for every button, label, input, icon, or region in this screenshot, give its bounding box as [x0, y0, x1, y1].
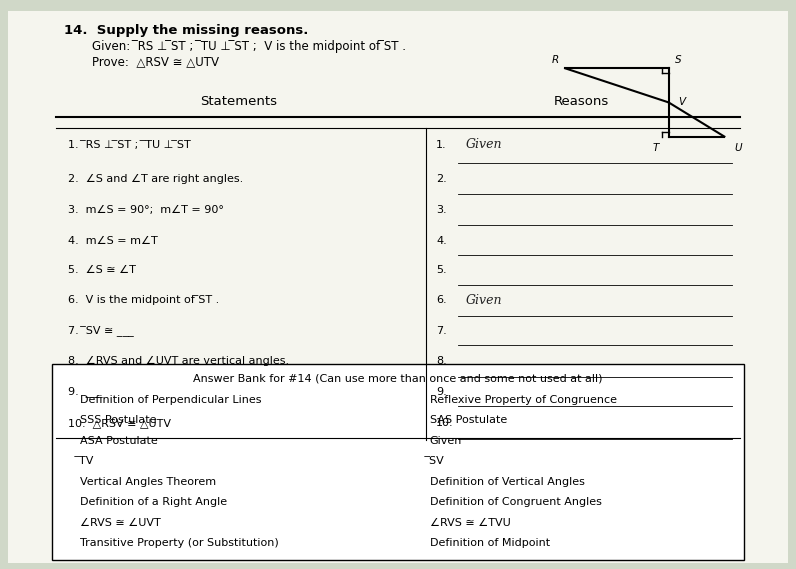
Text: 9.  ___: 9. ___ — [68, 386, 102, 397]
Text: 5.: 5. — [436, 265, 447, 275]
Text: 6.: 6. — [436, 295, 447, 306]
Text: 2.  ∠S and ∠T are right angles.: 2. ∠S and ∠T are right angles. — [68, 174, 243, 184]
Text: Given: Given — [430, 436, 462, 446]
Text: V: V — [678, 97, 685, 108]
Text: Definition of Perpendicular Lines: Definition of Perpendicular Lines — [80, 395, 261, 405]
Text: S: S — [675, 55, 681, 65]
Text: 8.: 8. — [436, 356, 447, 366]
Text: 4.  m∠S = m∠T: 4. m∠S = m∠T — [68, 236, 158, 246]
Text: 7.: 7. — [436, 326, 447, 336]
Text: 1.: 1. — [436, 140, 447, 150]
Text: Definition of Vertical Angles: Definition of Vertical Angles — [430, 477, 585, 487]
Text: 6.  V is the midpoint of ̅ST .: 6. V is the midpoint of ̅ST . — [68, 295, 219, 306]
Text: Given: Given — [466, 138, 502, 151]
Text: R: R — [552, 55, 560, 65]
Text: Definition of a Right Angle: Definition of a Right Angle — [80, 497, 227, 508]
Text: SAS Postulate: SAS Postulate — [430, 415, 507, 426]
Text: Given:  ̅RS ⊥ ̅ST ;  ̅TU ⊥ ̅ST ;  V is the midpoint of ̅ST .: Given: ̅RS ⊥ ̅ST ; ̅TU ⊥ ̅ST ; V is the … — [92, 40, 405, 53]
Text: Prove:  △RSV ≅ △UTV: Prove: △RSV ≅ △UTV — [92, 55, 219, 68]
Text: Transitive Property (or Substitution): Transitive Property (or Substitution) — [80, 538, 279, 549]
Text: Reflexive Property of Congruence: Reflexive Property of Congruence — [430, 395, 617, 405]
Text: SSS Postulate: SSS Postulate — [80, 415, 156, 426]
Text: 10.: 10. — [436, 418, 454, 428]
Text: ∠RVS ≅ ∠UVT: ∠RVS ≅ ∠UVT — [80, 518, 160, 528]
Text: Statements: Statements — [201, 95, 277, 108]
FancyBboxPatch shape — [8, 11, 788, 563]
Text: 5.  ∠S ≅ ∠T: 5. ∠S ≅ ∠T — [68, 265, 135, 275]
Text: Definition of Congruent Angles: Definition of Congruent Angles — [430, 497, 602, 508]
Text: 10.  △RSV ≅ △UTV: 10. △RSV ≅ △UTV — [68, 418, 170, 428]
Text: 4.: 4. — [436, 236, 447, 246]
FancyBboxPatch shape — [52, 364, 744, 560]
Text: 2.: 2. — [436, 174, 447, 184]
Text: 9.: 9. — [436, 387, 447, 397]
Text: Reasons: Reasons — [553, 95, 609, 108]
Text: Vertical Angles Theorem: Vertical Angles Theorem — [80, 477, 216, 487]
Text: Given: Given — [466, 294, 502, 307]
Text: 7.  ̅SV ≅ ___: 7. ̅SV ≅ ___ — [68, 325, 134, 336]
Text: 8.  ∠RVS and ∠UVT are vertical angles.: 8. ∠RVS and ∠UVT are vertical angles. — [68, 356, 289, 366]
Text: ̅SV: ̅SV — [430, 456, 445, 467]
Text: T: T — [653, 143, 659, 154]
Text: 3.  m∠S = 90°;  m∠T = 90°: 3. m∠S = 90°; m∠T = 90° — [68, 205, 224, 215]
Text: 14.  Supply the missing reasons.: 14. Supply the missing reasons. — [64, 24, 308, 37]
Text: Answer Bank for #14 (Can use more than once and some not used at all): Answer Bank for #14 (Can use more than o… — [193, 374, 603, 384]
Text: ∠RVS ≅ ∠TVU: ∠RVS ≅ ∠TVU — [430, 518, 510, 528]
Text: 1.  ̅RS ⊥ ̅ST ;  ̅TU ⊥ ̅ST: 1. ̅RS ⊥ ̅ST ; ̅TU ⊥ ̅ST — [68, 140, 190, 150]
Text: U: U — [734, 143, 742, 154]
Text: Definition of Midpoint: Definition of Midpoint — [430, 538, 550, 549]
Text: 3.: 3. — [436, 205, 447, 215]
Text: ̅TV: ̅TV — [80, 456, 94, 467]
Text: ASA Postulate: ASA Postulate — [80, 436, 158, 446]
